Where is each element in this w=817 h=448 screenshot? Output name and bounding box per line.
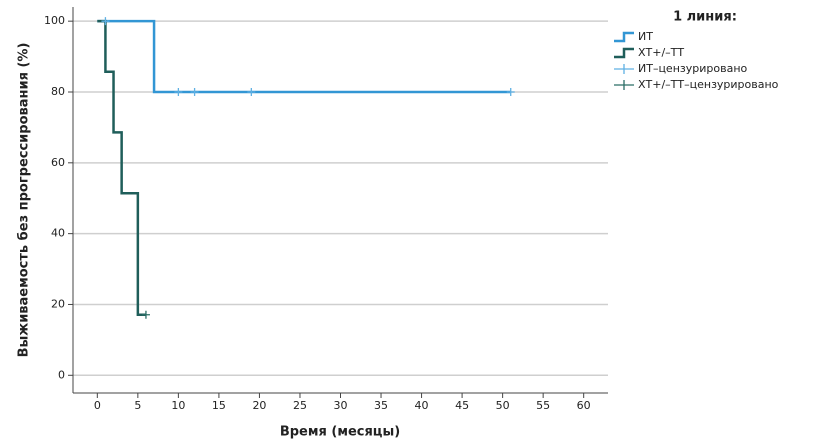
x-tick-label: 45	[455, 399, 469, 412]
legend-title: 1 линия:	[673, 10, 737, 25]
legend-symbol	[614, 47, 634, 59]
x-tick-label: 55	[536, 399, 550, 412]
x-tick-label: 20	[252, 399, 266, 412]
legend-symbol	[614, 80, 634, 90]
censor-mark	[101, 17, 110, 26]
x-tick-label: 35	[374, 399, 388, 412]
survival-line	[97, 19, 146, 316]
censor-mark	[190, 87, 199, 96]
y-tick-label: 0	[58, 368, 65, 381]
censor-mark	[141, 310, 150, 319]
legend-symbol	[614, 31, 634, 43]
censor-mark	[247, 87, 256, 96]
x-tick-label: 30	[334, 399, 348, 412]
censor-mark	[174, 87, 183, 96]
y-axis-title: Выживаемость без прогрессирования (%)	[17, 43, 32, 358]
censor-mark	[506, 87, 515, 96]
x-axis-title: Время (месяцы)	[280, 425, 400, 440]
legend-label: ИТ–цензурировано	[638, 62, 748, 75]
x-tick-label: 0	[94, 399, 101, 412]
x-tick-label: 60	[577, 399, 591, 412]
legend-label: ХТ+/–ТТ	[638, 46, 684, 59]
legend-symbol	[614, 64, 634, 74]
x-tick-label: 5	[134, 399, 141, 412]
y-tick-label: 60	[51, 156, 65, 169]
legend-label: ХТ+/–ТТ–цензурировано	[638, 78, 779, 91]
y-tick-label: 100	[44, 14, 65, 27]
legend-label: ИТ	[638, 30, 653, 43]
x-tick-label: 10	[171, 399, 185, 412]
x-tick-label: 40	[415, 399, 429, 412]
survival-line	[97, 19, 511, 94]
y-tick-label: 40	[51, 227, 65, 240]
y-tick-label: 20	[51, 297, 65, 310]
x-tick-label: 25	[293, 399, 307, 412]
y-tick-label: 80	[51, 85, 65, 98]
x-tick-label: 50	[496, 399, 510, 412]
x-tick-label: 15	[212, 399, 226, 412]
